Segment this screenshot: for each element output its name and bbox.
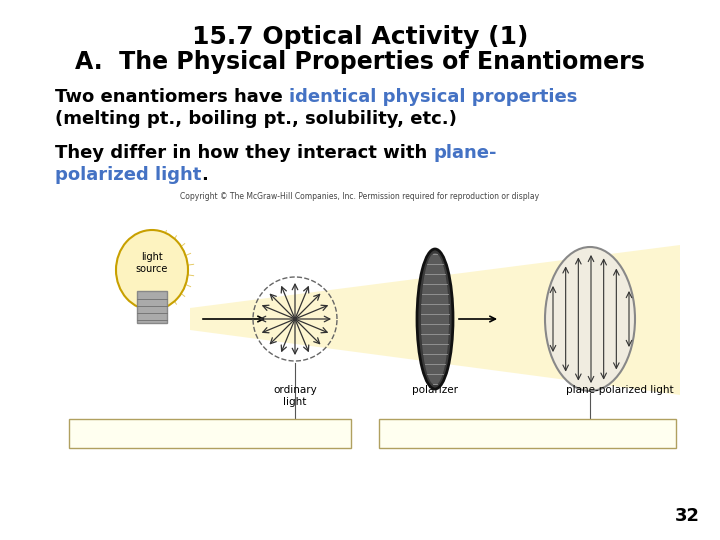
Ellipse shape xyxy=(421,253,449,385)
Text: polarized light: polarized light xyxy=(55,166,202,184)
Text: Light waves oscillate in a single plane.: Light waves oscillate in a single plane. xyxy=(420,429,635,438)
Ellipse shape xyxy=(545,247,635,391)
FancyBboxPatch shape xyxy=(69,419,351,448)
Text: 15.7 Optical Activity (1): 15.7 Optical Activity (1) xyxy=(192,25,528,49)
Text: Two enantiomers have: Two enantiomers have xyxy=(55,88,289,106)
FancyBboxPatch shape xyxy=(137,291,167,323)
Text: plane-polarized light: plane-polarized light xyxy=(566,385,674,395)
Text: 32: 32 xyxy=(675,507,700,525)
Text: .: . xyxy=(202,166,208,184)
Text: light
source: light source xyxy=(136,252,168,274)
Text: plane-: plane- xyxy=(433,144,497,162)
Text: identical physical properties: identical physical properties xyxy=(289,88,577,106)
Ellipse shape xyxy=(116,230,188,310)
Text: Copyright © The McGraw-Hill Companies, Inc. Permission required for reproduction: Copyright © The McGraw-Hill Companies, I… xyxy=(181,192,539,201)
Text: They differ in how they interact with: They differ in how they interact with xyxy=(55,144,433,162)
Text: Light waves oscillate in all planes.: Light waves oscillate in all planes. xyxy=(114,429,305,438)
Text: ordinary
light: ordinary light xyxy=(273,385,317,407)
FancyBboxPatch shape xyxy=(379,419,676,448)
Text: A.  The Physical Properties of Enantiomers: A. The Physical Properties of Enantiomer… xyxy=(75,50,645,74)
Polygon shape xyxy=(190,245,680,395)
Text: polarizer: polarizer xyxy=(412,385,458,395)
Ellipse shape xyxy=(417,249,453,389)
Text: (melting pt., boiling pt., solubility, etc.): (melting pt., boiling pt., solubility, e… xyxy=(55,110,457,128)
